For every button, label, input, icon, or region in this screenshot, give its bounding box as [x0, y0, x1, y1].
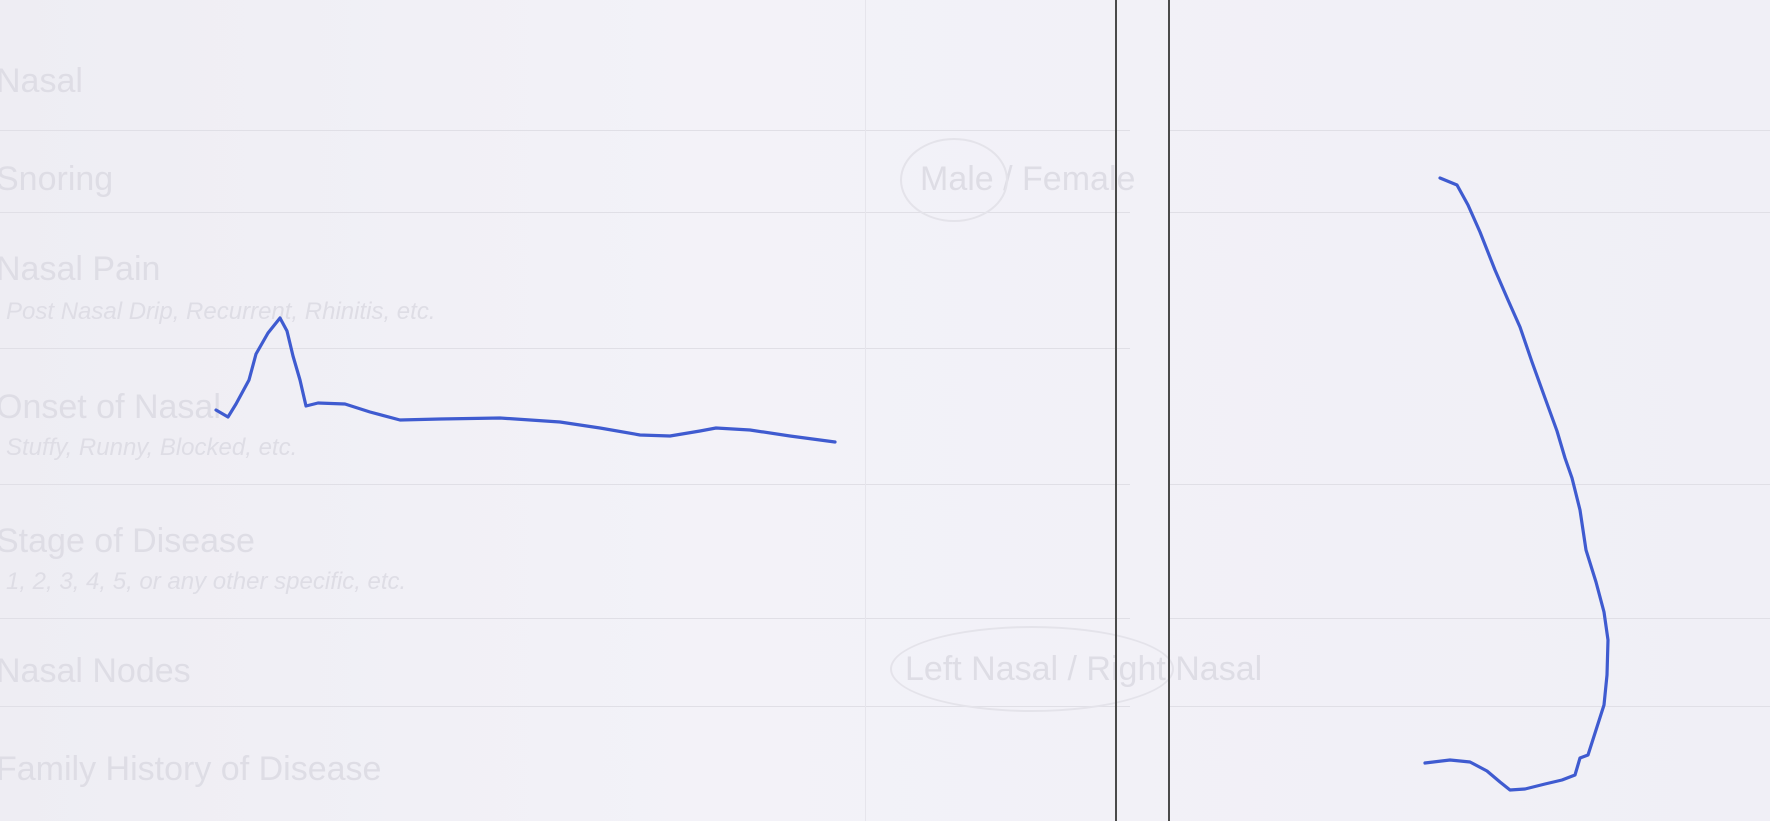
form-vertical-rule-right: [1168, 0, 1170, 821]
ink-stroke-horizontal: [214, 316, 837, 444]
ghost-rule: [1170, 130, 1770, 131]
ghost-label: Onset of Nasal: [0, 388, 221, 426]
ghost-circle-mark: [900, 138, 1008, 222]
form-vertical-rule-left: [1115, 0, 1117, 821]
ghost-column-divider: [865, 0, 866, 821]
ghost-label: Nasal: [0, 62, 83, 100]
ghost-label: Stage of Disease: [0, 522, 255, 560]
ghost-rule: [0, 618, 1130, 619]
ghost-label: Nasal Pain: [0, 250, 161, 288]
ghost-label: Family History of Disease: [0, 750, 382, 788]
ghost-hint: 1, 2, 3, 4, 5, or any other specific, et…: [6, 568, 407, 595]
ghost-circle-mark: [890, 626, 1174, 712]
ghost-rule: [0, 348, 1130, 349]
ghost-label: Nasal Nodes: [0, 652, 191, 690]
ghost-rule: [1170, 706, 1770, 707]
ghost-hint: Post Nasal Drip, Recurrent, Rhinitis, et…: [6, 298, 436, 325]
ghost-hint: Stuffy, Runny, Blocked, etc.: [6, 434, 298, 461]
ghost-rule: [0, 212, 1130, 213]
ink-stroke-curve: [1423, 176, 1610, 792]
ghost-rule: [1170, 618, 1770, 619]
ghost-rule: [0, 130, 1130, 131]
ghost-rule: [0, 484, 1130, 485]
ghost-rule: [1170, 484, 1770, 485]
ghost-rule: [0, 706, 1130, 707]
ghost-label: Snoring: [0, 160, 114, 198]
